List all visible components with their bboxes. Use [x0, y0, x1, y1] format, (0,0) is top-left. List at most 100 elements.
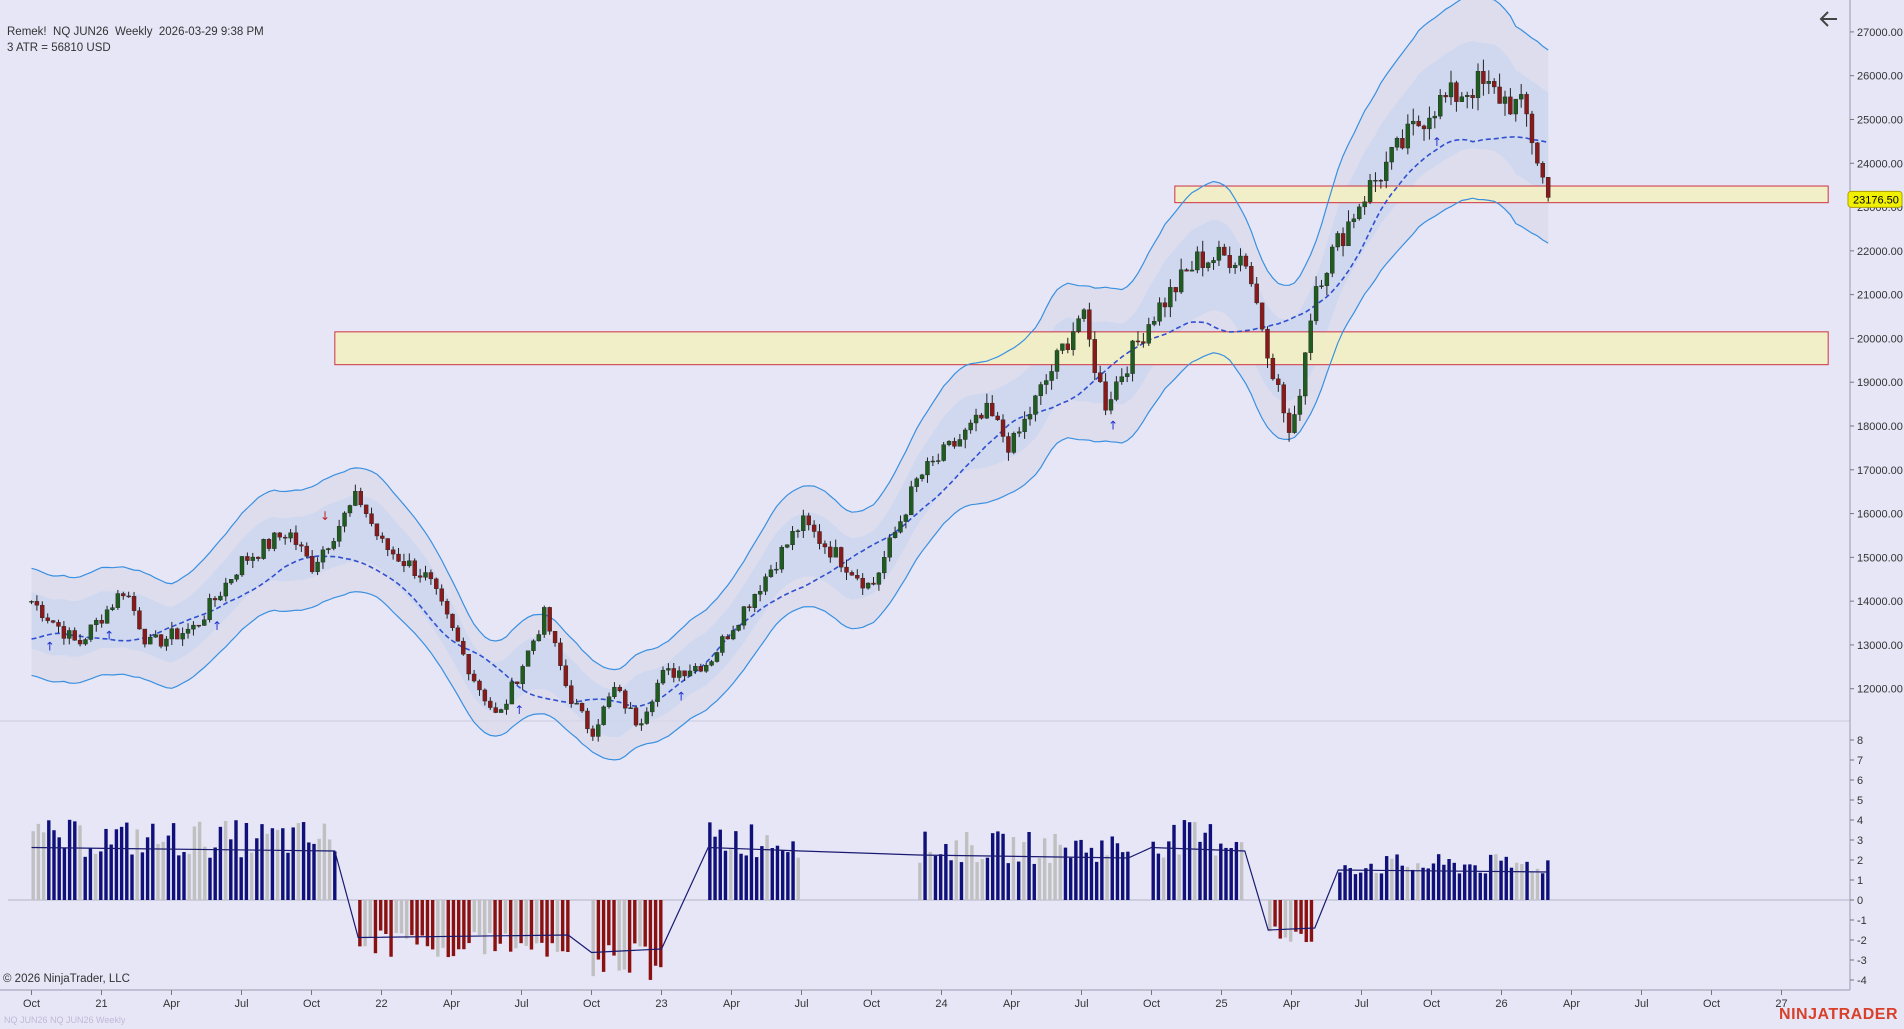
candle-body: [1346, 221, 1351, 247]
osc-tick-label: -1: [1857, 915, 1867, 927]
candle-body: [709, 661, 714, 666]
candle-body: [898, 521, 903, 533]
histogram-bar: [1343, 865, 1347, 900]
candle-body: [466, 654, 471, 675]
histogram-bar: [270, 828, 275, 900]
candle-body: [1297, 395, 1303, 415]
histogram-bar: [31, 831, 35, 900]
histogram-bar: [519, 900, 523, 944]
candle-body: [488, 700, 493, 708]
candle-body: [1475, 71, 1481, 99]
time-tick-label: Oct: [863, 998, 880, 1010]
osc-tick-label: 6: [1857, 775, 1863, 787]
histogram-bar: [1110, 836, 1114, 900]
candle-body: [946, 441, 952, 445]
osc-tick-label: 3: [1857, 835, 1863, 847]
candle-body: [811, 524, 817, 532]
copyright: © 2026 NinjaTrader, LLC: [3, 973, 130, 985]
candles: [29, 59, 1551, 742]
candle-body: [1243, 255, 1249, 267]
candle-body: [1044, 380, 1049, 385]
candle-body: [223, 582, 229, 597]
histogram-bar: [1390, 858, 1394, 900]
candle-body: [1184, 269, 1189, 272]
histogram-bar: [78, 825, 82, 900]
histogram-bar: [156, 843, 160, 900]
candle-body: [774, 568, 779, 571]
candle-body: [617, 686, 623, 692]
histogram-bar: [508, 900, 513, 952]
histogram-bar: [550, 900, 554, 944]
candle-body: [245, 556, 250, 561]
histogram-bar: [296, 823, 301, 900]
histogram-bar: [760, 846, 764, 900]
candle-body: [115, 593, 121, 608]
candle-body: [515, 681, 520, 684]
candle-body: [525, 650, 531, 667]
histogram-bar: [1294, 900, 1298, 932]
candle-body: [536, 634, 542, 642]
time-axis[interactable]: Oct 21 Apr Jul Oct 22 Apr Jul Oct 23 Apr Jul Oct 24 Ap…: [23, 990, 1788, 1010]
histogram-bar: [363, 900, 367, 947]
histogram-bar: [503, 900, 508, 934]
lower-band-line: [31, 197, 1549, 761]
osc-tick-label: 5: [1857, 795, 1863, 807]
histogram-bar: [83, 856, 87, 900]
candle-body: [1319, 285, 1324, 287]
histogram-bar: [970, 845, 974, 900]
histogram-bar: [384, 900, 388, 934]
histogram-bar: [1468, 864, 1472, 900]
histogram-bar: [1478, 872, 1482, 900]
histogram-bar: [975, 862, 979, 900]
candle-body: [45, 617, 50, 621]
candle-body: [185, 628, 191, 634]
candle-body: [1421, 125, 1427, 130]
candle-body: [1249, 266, 1254, 285]
histogram-bar: [307, 842, 311, 900]
candle-body: [1508, 96, 1513, 115]
histogram-bar: [62, 848, 67, 900]
histogram-bar: [1058, 844, 1062, 900]
histogram-bar: [1167, 841, 1171, 900]
candle-body: [552, 631, 558, 644]
histogram-bar: [739, 853, 743, 900]
candle-body: [973, 414, 979, 424]
candle-body: [234, 574, 239, 580]
histogram-bar: [1546, 860, 1550, 900]
signal-arrow-up: ↑: [104, 629, 114, 643]
time-tick-label: 26: [1495, 998, 1507, 1010]
price-tick-label: 18000.00: [1857, 421, 1903, 433]
histogram-bar: [622, 900, 627, 970]
last-price-label: 23176.50: [1853, 194, 1899, 206]
candle-body: [612, 686, 617, 697]
histogram-bar: [317, 838, 321, 900]
price-axis[interactable]: 27000.0026000.0025000.0024000.0023000.00…: [1850, 27, 1903, 696]
candle-body: [968, 422, 973, 431]
candle-body: [72, 630, 77, 641]
candle-body: [606, 696, 612, 708]
candle-body: [450, 613, 455, 628]
osc-tick-label: -4: [1857, 975, 1867, 987]
candle-body: [1286, 412, 1292, 433]
back-button[interactable]: [1816, 6, 1842, 32]
histogram-bar: [638, 900, 642, 947]
candle-body: [1486, 81, 1491, 84]
histogram-bar: [1100, 840, 1104, 900]
histogram-bar: [923, 831, 927, 900]
candle-body: [1454, 82, 1459, 102]
price-tick-label: 27000.00: [1857, 27, 1903, 39]
oscillator-axis[interactable]: 8 7 6 5 4 3 2 1 0 -1 -2 -3 -4: [1850, 735, 1867, 987]
histogram-bar: [99, 851, 103, 900]
candle-body: [191, 624, 196, 630]
candle-body: [1540, 163, 1545, 178]
candle-body: [957, 439, 963, 447]
instrument-watermark: NQ JUN26 NQ JUN26 Weekly: [4, 1015, 126, 1025]
candle-body: [1411, 120, 1416, 125]
candle-body: [1459, 96, 1465, 102]
candle-body: [1157, 302, 1162, 322]
candle-body: [326, 548, 331, 551]
candle-body: [855, 575, 860, 579]
histogram-bar: [234, 820, 238, 900]
candle-body: [1195, 251, 1200, 271]
